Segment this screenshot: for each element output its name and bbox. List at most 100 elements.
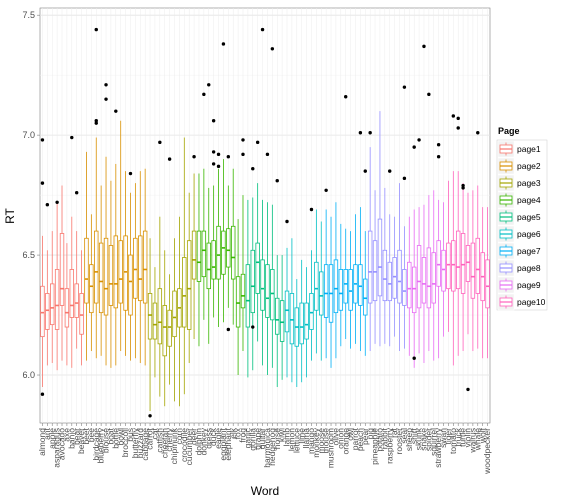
x-tick-label: rabbit xyxy=(379,427,389,449)
box-body xyxy=(397,249,402,304)
box-body xyxy=(167,309,172,347)
legend-item-page4: page4 xyxy=(497,191,541,209)
x-tick-label: truck xyxy=(453,427,463,446)
box-body xyxy=(94,230,99,304)
outlier-point xyxy=(265,152,270,157)
outlier-point xyxy=(241,138,245,142)
outlier-point xyxy=(456,116,460,121)
outlier-point xyxy=(104,83,108,87)
outlier-point xyxy=(461,183,465,188)
outlier-point xyxy=(45,203,50,207)
box-violin xyxy=(465,192,471,392)
box-pear xyxy=(363,169,368,356)
box-corn xyxy=(177,216,182,407)
y-tick-label: 7.5 xyxy=(22,10,35,20)
outlier-point xyxy=(255,140,260,145)
box-crocodile xyxy=(182,137,187,395)
x-tick-label: turtle xyxy=(458,428,468,447)
box-body xyxy=(455,230,461,290)
box-body xyxy=(367,230,373,304)
box-cat xyxy=(152,267,158,378)
box-body xyxy=(54,269,60,330)
box-body xyxy=(172,290,177,338)
outlier-point xyxy=(427,92,431,97)
x-tick-label: spider xyxy=(423,428,433,451)
box-duck xyxy=(211,119,216,318)
box-body xyxy=(201,230,207,278)
box-body xyxy=(279,300,285,342)
box-cheetah xyxy=(162,250,167,407)
box-body xyxy=(416,245,422,309)
box-body xyxy=(211,240,216,280)
box-elk xyxy=(230,168,236,325)
box-pineapple xyxy=(372,190,378,344)
box-donkey xyxy=(201,92,207,320)
outlier-point xyxy=(148,414,152,418)
x-tick-label: parrot xyxy=(350,427,360,450)
box-gorilla xyxy=(250,167,255,371)
box-tiger xyxy=(446,180,451,332)
box-lemon xyxy=(289,238,295,383)
box-body xyxy=(74,283,79,318)
box-parrot xyxy=(353,214,358,344)
x-axis: almondantappleasparagusavocadoaxebanjobe… xyxy=(37,423,492,475)
x-tick-label: gorilla xyxy=(247,428,257,451)
box-blueberry xyxy=(98,185,104,356)
x-tick-label: tomato xyxy=(448,428,458,454)
box-body xyxy=(118,240,123,304)
boxes xyxy=(40,27,490,418)
box-rabbit xyxy=(382,187,388,344)
box-harmonica xyxy=(265,152,270,376)
x-tick-label: pig xyxy=(365,428,375,440)
x-tick-label: pineapple xyxy=(370,428,380,465)
box-mushroom xyxy=(328,216,334,368)
x-tick-label: donkey xyxy=(198,427,208,455)
legend-item-page8: page8 xyxy=(497,259,541,277)
box-cabbage xyxy=(142,168,148,366)
box-body xyxy=(299,302,304,345)
outlier-point xyxy=(216,152,221,157)
box-rat xyxy=(392,216,397,337)
box-body xyxy=(157,288,163,345)
box-body xyxy=(465,245,471,282)
box-dolphin xyxy=(196,173,202,347)
outlier-point xyxy=(226,327,231,332)
outlier-point xyxy=(275,179,279,183)
legend-label: page8 xyxy=(517,263,541,273)
box-body xyxy=(182,257,187,328)
x-tick-label: hedgehog xyxy=(267,428,277,466)
outlier-point xyxy=(70,135,74,140)
outlier-point xyxy=(461,186,465,190)
box-body xyxy=(485,259,490,309)
outlier-point xyxy=(94,119,98,123)
x-tick-label: violin xyxy=(463,428,473,448)
box-eggplant xyxy=(221,42,226,323)
x-tick-label: birdcage xyxy=(91,428,101,461)
x-tick-label: rat xyxy=(389,427,399,438)
x-tick-label: axe xyxy=(62,428,72,442)
x-tick-label: walrus xyxy=(467,428,477,454)
box-body xyxy=(382,249,388,302)
box-body xyxy=(45,293,50,330)
box-body xyxy=(358,264,363,306)
y-tick-label: 7.0 xyxy=(22,130,35,140)
legend-label: page7 xyxy=(517,246,541,256)
box-pig xyxy=(367,131,373,352)
outlier-point xyxy=(476,131,480,135)
box-body xyxy=(226,228,231,268)
box-body xyxy=(377,218,383,297)
box-spider xyxy=(426,92,432,352)
x-tick-label: deer xyxy=(189,428,199,445)
box-body xyxy=(348,269,353,311)
x-tick-label: cherry xyxy=(164,427,174,451)
x-tick-label: garlic xyxy=(242,427,252,448)
x-tick-label: snake xyxy=(419,428,429,451)
x-tick-label: cheetah xyxy=(159,428,169,459)
x-tick-label: lime xyxy=(296,428,306,444)
box-body xyxy=(152,302,158,340)
box-body xyxy=(84,237,89,304)
x-tick-label: corn xyxy=(174,428,184,445)
box-lime xyxy=(299,259,304,383)
x-tick-label: olive xyxy=(331,428,341,446)
outlier-point xyxy=(466,387,470,392)
